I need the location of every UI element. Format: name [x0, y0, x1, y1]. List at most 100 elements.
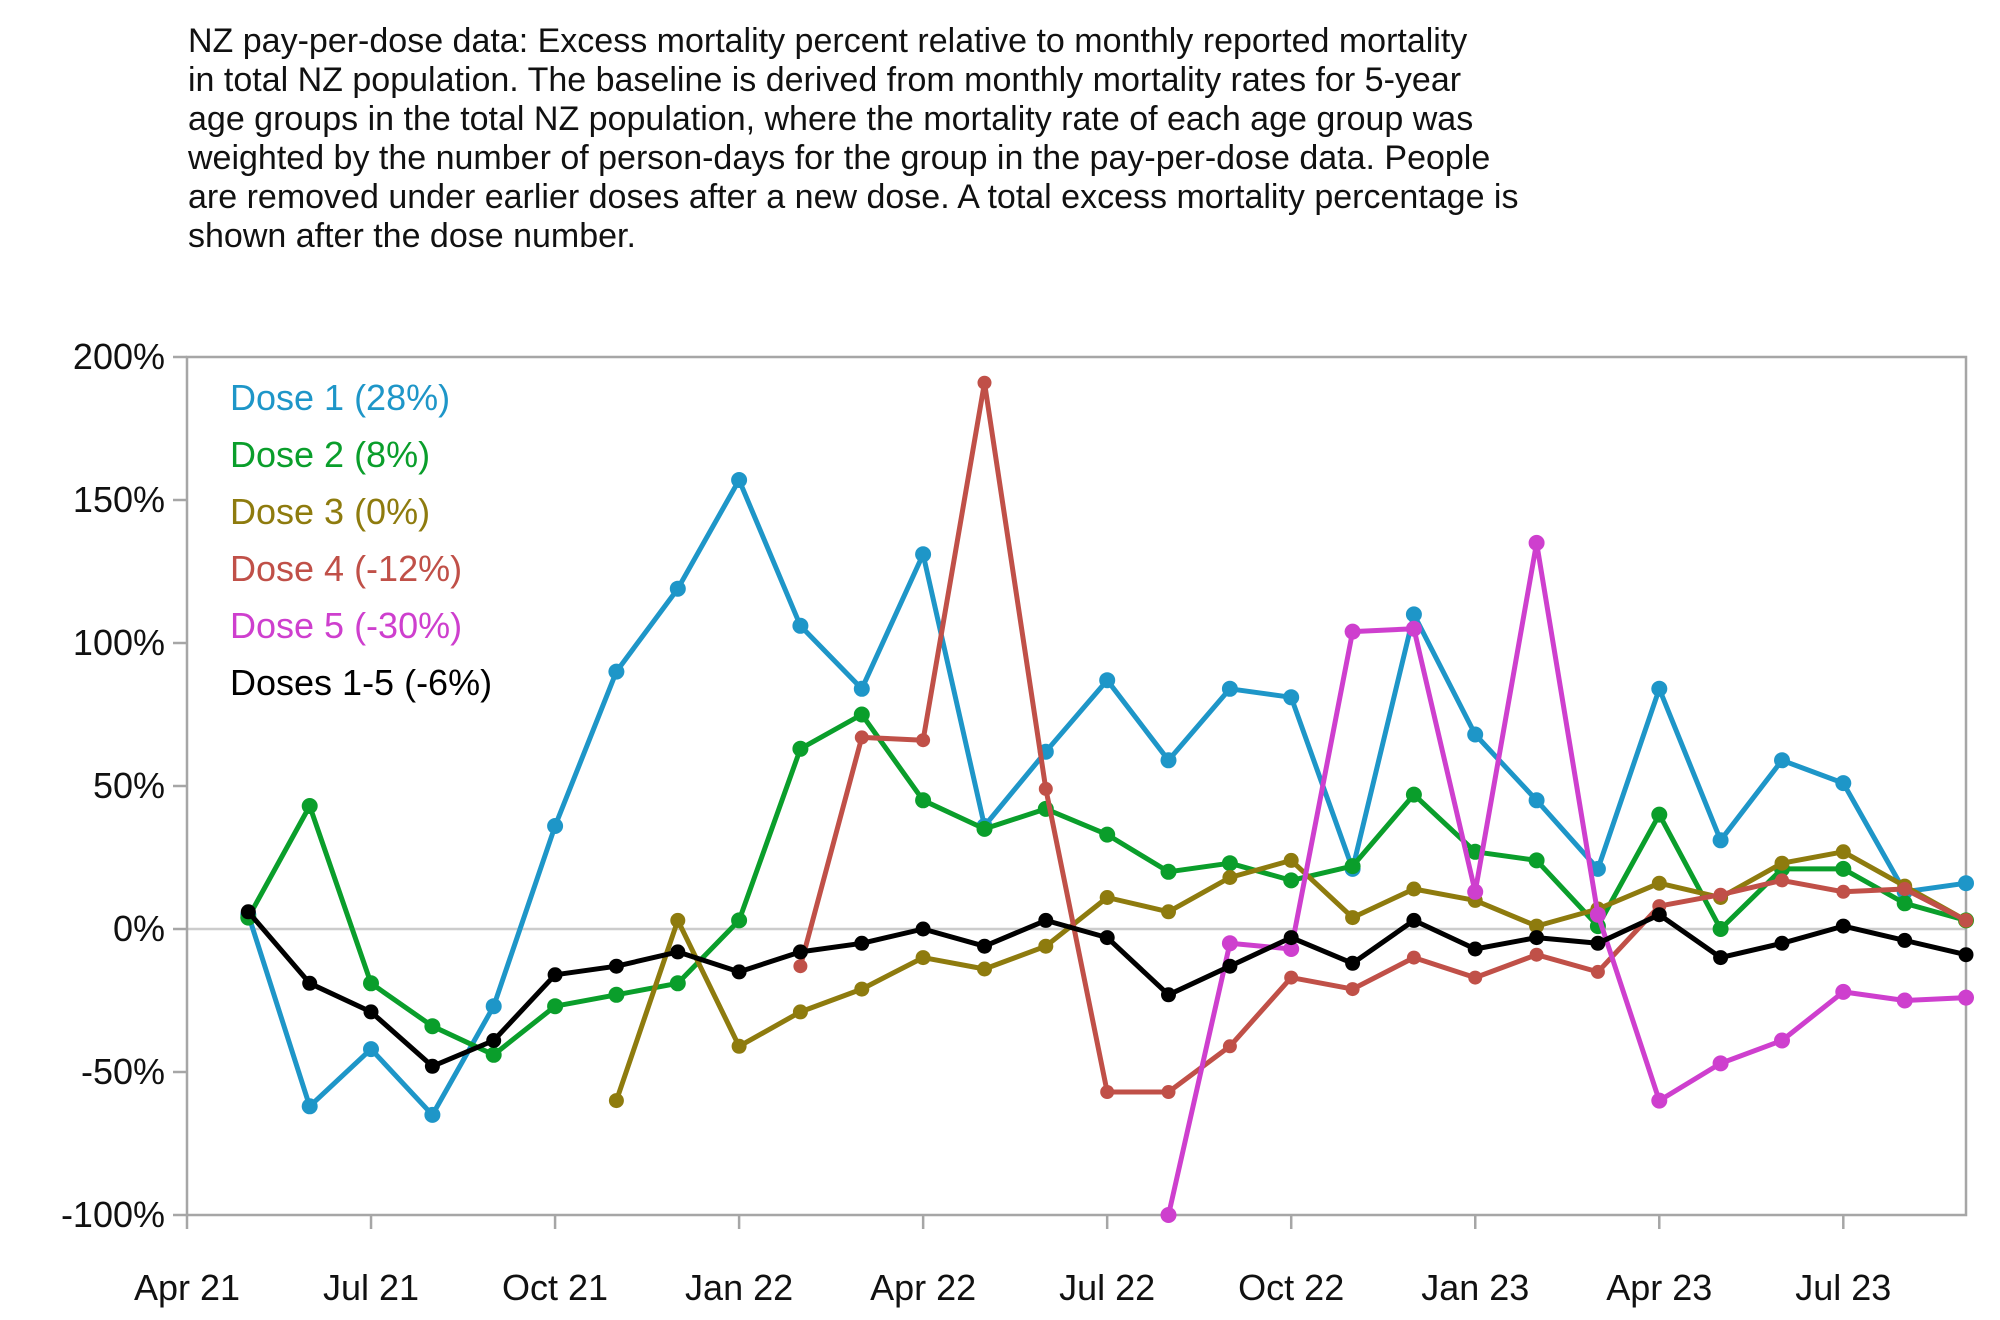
legend-entry-2: Dose 2 (8%): [230, 434, 430, 475]
data-point: [1345, 955, 1361, 971]
data-point: [792, 944, 808, 960]
data-point: [1283, 852, 1299, 868]
series-line: [245, 477, 1969, 1118]
data-point: [731, 964, 747, 980]
data-point: [977, 938, 992, 954]
data-point: [1406, 950, 1421, 965]
series-dose-1: [240, 472, 1974, 1123]
data-point: [1835, 775, 1852, 792]
series-line: [1166, 540, 1969, 1218]
legend-entry-4: Dose 4 (-12%): [230, 548, 462, 589]
data-point: [1959, 913, 1973, 928]
data-point: [424, 1018, 441, 1035]
data-point: [1161, 1085, 1176, 1099]
data-point: [1651, 907, 1667, 923]
data-point: [1405, 606, 1422, 623]
data-point: [1406, 912, 1422, 928]
data-point: [1529, 930, 1545, 946]
chart-title-line: are removed under earlier doses after a …: [188, 178, 1519, 216]
data-point: [915, 921, 931, 937]
data-point: [669, 975, 686, 992]
y-tick-label: 100%: [73, 622, 165, 663]
data-point: [1835, 844, 1851, 860]
data-point: [1221, 855, 1238, 872]
chart-title-line: NZ pay-per-dose data: Excess mortality p…: [188, 22, 1468, 60]
data-point: [547, 998, 564, 1015]
data-point: [1406, 881, 1422, 897]
data-point: [670, 944, 686, 960]
data-point: [1835, 918, 1851, 934]
series-doses-1-5: [240, 904, 1974, 1074]
data-point: [424, 1106, 441, 1123]
x-tick-label: Apr 22: [870, 1267, 976, 1308]
legend-entry-1: Dose 1 (28%): [230, 377, 450, 418]
data-point: [1344, 858, 1361, 875]
data-point: [1222, 958, 1238, 974]
data-point: [915, 546, 932, 563]
y-tick-label: 150%: [73, 479, 165, 520]
data-point: [915, 950, 931, 966]
data-point: [976, 820, 993, 837]
legend-entry-6: Doses 1-5 (-6%): [230, 662, 492, 703]
data-point: [301, 798, 318, 814]
data-point: [1160, 863, 1177, 880]
data-point: [1222, 1039, 1237, 1054]
data-point: [1528, 792, 1545, 809]
chart-title-line: weighted by the number of person-days fo…: [188, 139, 1491, 177]
chart-title-line: age groups in the total NZ population, w…: [188, 100, 1474, 138]
series-group: [240, 375, 1974, 1223]
chart-title-line: in total NZ population. The baseline is …: [188, 61, 1462, 99]
x-tick-label: Apr 23: [1606, 1267, 1712, 1308]
data-point: [1283, 689, 1300, 706]
data-point: [1345, 910, 1361, 926]
data-point: [1590, 964, 1605, 979]
x-tick-label: Oct 22: [1238, 1267, 1344, 1308]
data-point: [1958, 875, 1974, 892]
data-point: [1713, 887, 1728, 902]
data-point: [1651, 680, 1668, 697]
data-point: [1896, 895, 1913, 912]
data-point: [1897, 932, 1913, 948]
data-point: [363, 1041, 379, 1058]
data-point: [854, 935, 870, 951]
series-dose-5: [1160, 534, 1974, 1223]
data-point: [1283, 930, 1299, 946]
data-point: [1405, 786, 1422, 803]
x-tick-label: Oct 21: [502, 1267, 608, 1308]
data-point: [1160, 752, 1177, 769]
data-point: [1468, 970, 1483, 985]
data-point: [792, 617, 809, 634]
data-point: [1099, 826, 1116, 843]
data-point: [1221, 680, 1238, 697]
data-point: [1467, 726, 1484, 743]
data-point: [608, 958, 624, 974]
data-point: [977, 375, 992, 390]
chart-title-line: shown after the dose number.: [188, 217, 636, 255]
data-point: [1160, 1207, 1177, 1223]
y-tick-label: -50%: [81, 1051, 165, 1092]
data-point: [1345, 982, 1360, 997]
data-point: [670, 912, 686, 928]
data-point: [854, 981, 870, 997]
data-point: [1836, 884, 1851, 899]
data-point: [486, 1033, 502, 1048]
data-point: [1712, 921, 1729, 937]
data-point: [1775, 873, 1789, 888]
data-point: [1222, 870, 1238, 885]
data-point: [608, 986, 625, 1003]
series-dose-3: [608, 844, 1974, 1109]
data-point: [731, 472, 748, 488]
chart-title: NZ pay-per-dose data: Excess mortality p…: [188, 22, 1948, 256]
series-dose-4: [793, 375, 1973, 1099]
data-point: [1161, 904, 1176, 920]
data-point: [854, 730, 869, 745]
series-line: [797, 380, 1969, 1095]
data-point: [1835, 983, 1852, 1000]
x-tick-label: Jan 22: [685, 1267, 793, 1308]
data-point: [731, 912, 748, 929]
data-point: [1283, 872, 1300, 889]
data-point: [853, 680, 870, 697]
y-tick-label: 50%: [93, 765, 165, 806]
